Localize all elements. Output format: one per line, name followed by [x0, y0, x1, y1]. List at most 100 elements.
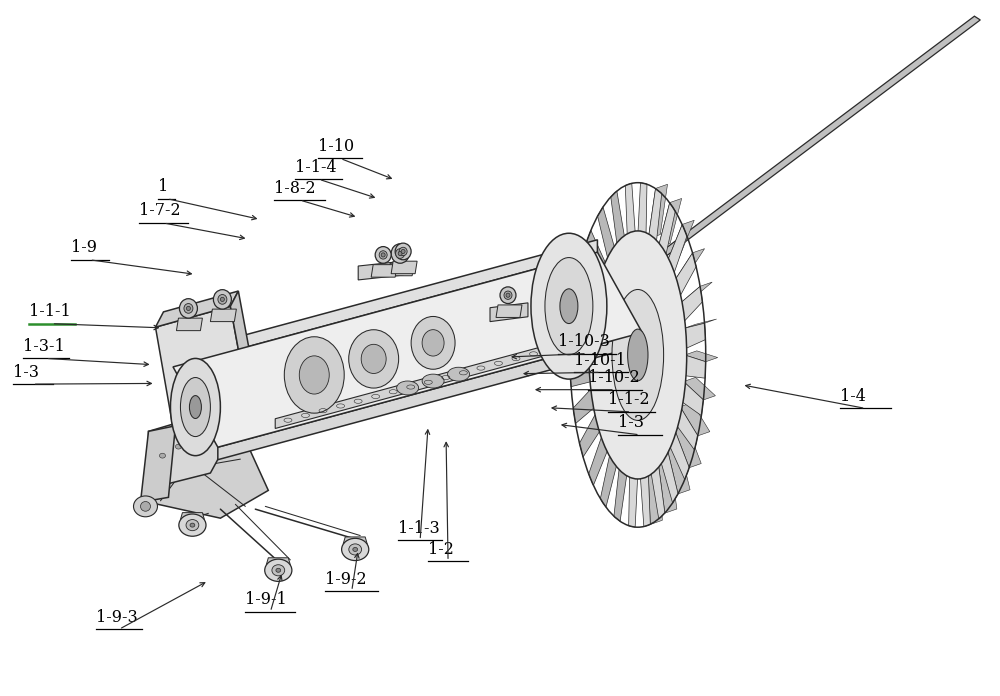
Text: 1-1-3: 1-1-3	[398, 520, 440, 537]
Polygon shape	[675, 253, 696, 298]
Ellipse shape	[397, 381, 419, 395]
Text: 1-9-1: 1-9-1	[245, 592, 287, 608]
Ellipse shape	[353, 548, 358, 551]
Polygon shape	[680, 402, 710, 436]
Text: 1-10-1: 1-10-1	[574, 352, 626, 369]
Ellipse shape	[398, 251, 402, 255]
Ellipse shape	[179, 299, 197, 318]
Ellipse shape	[531, 233, 607, 379]
Ellipse shape	[349, 330, 399, 388]
Polygon shape	[684, 377, 715, 400]
Text: 1-1-4: 1-1-4	[295, 159, 337, 175]
Polygon shape	[343, 537, 367, 544]
Text: 1-3-1: 1-3-1	[23, 338, 64, 355]
Polygon shape	[218, 333, 642, 459]
Ellipse shape	[422, 374, 444, 388]
Polygon shape	[573, 387, 595, 424]
Polygon shape	[684, 355, 706, 378]
Ellipse shape	[184, 303, 193, 313]
Ellipse shape	[175, 444, 181, 449]
Polygon shape	[648, 184, 668, 239]
Polygon shape	[680, 282, 712, 303]
Polygon shape	[371, 264, 397, 277]
Text: 1-9: 1-9	[71, 239, 97, 256]
Polygon shape	[141, 426, 175, 503]
Ellipse shape	[560, 289, 578, 324]
Text: 1: 1	[158, 178, 169, 195]
Polygon shape	[648, 189, 662, 245]
Ellipse shape	[265, 559, 292, 581]
Text: 1-9-3: 1-9-3	[96, 609, 137, 626]
Text: 1-9-2: 1-9-2	[325, 571, 367, 587]
Ellipse shape	[179, 514, 206, 536]
Polygon shape	[176, 318, 202, 331]
Ellipse shape	[186, 520, 199, 530]
Polygon shape	[266, 557, 290, 564]
Ellipse shape	[186, 306, 190, 310]
Polygon shape	[667, 444, 690, 494]
Polygon shape	[667, 220, 694, 262]
Ellipse shape	[399, 247, 407, 255]
Text: 1-1-2: 1-1-2	[608, 391, 649, 409]
Polygon shape	[680, 286, 702, 322]
Ellipse shape	[284, 337, 344, 413]
Text: 1-1-1: 1-1-1	[29, 303, 70, 320]
Polygon shape	[586, 230, 607, 280]
Ellipse shape	[381, 253, 385, 257]
Polygon shape	[640, 471, 650, 527]
Ellipse shape	[422, 330, 444, 356]
Polygon shape	[570, 332, 592, 355]
Ellipse shape	[396, 248, 405, 258]
Ellipse shape	[299, 356, 329, 394]
Polygon shape	[578, 260, 600, 303]
Polygon shape	[625, 183, 635, 239]
Ellipse shape	[134, 496, 157, 517]
Ellipse shape	[375, 246, 391, 263]
Ellipse shape	[192, 436, 198, 441]
Ellipse shape	[140, 502, 150, 512]
Text: 1-3: 1-3	[618, 414, 644, 432]
Polygon shape	[676, 406, 698, 450]
Polygon shape	[658, 458, 677, 513]
Polygon shape	[155, 291, 238, 327]
Polygon shape	[388, 263, 414, 276]
Polygon shape	[180, 513, 204, 520]
Polygon shape	[579, 412, 601, 457]
Polygon shape	[684, 323, 706, 349]
Ellipse shape	[589, 231, 687, 479]
Ellipse shape	[272, 564, 285, 576]
Ellipse shape	[411, 317, 455, 370]
Ellipse shape	[276, 568, 281, 572]
Ellipse shape	[349, 544, 362, 555]
Text: 1-10-3: 1-10-3	[558, 333, 610, 350]
Polygon shape	[681, 381, 703, 416]
Ellipse shape	[218, 294, 227, 304]
Ellipse shape	[545, 258, 593, 355]
Text: 1-2: 1-2	[428, 541, 454, 557]
Ellipse shape	[500, 287, 516, 303]
Polygon shape	[669, 429, 689, 480]
Ellipse shape	[189, 395, 201, 418]
Polygon shape	[148, 407, 268, 519]
Ellipse shape	[506, 293, 510, 297]
Ellipse shape	[401, 249, 405, 253]
Polygon shape	[496, 305, 522, 317]
Ellipse shape	[213, 290, 231, 309]
Ellipse shape	[612, 290, 664, 420]
Polygon shape	[210, 309, 236, 322]
Text: 1-3: 1-3	[13, 363, 39, 381]
Polygon shape	[173, 240, 597, 367]
Ellipse shape	[220, 297, 224, 301]
Polygon shape	[648, 467, 662, 525]
Polygon shape	[685, 351, 718, 362]
Polygon shape	[684, 319, 717, 329]
Polygon shape	[651, 462, 665, 519]
Polygon shape	[658, 198, 682, 248]
Polygon shape	[629, 473, 638, 528]
Ellipse shape	[504, 291, 512, 299]
Polygon shape	[391, 261, 417, 274]
Polygon shape	[358, 261, 403, 280]
Ellipse shape	[628, 329, 648, 381]
Ellipse shape	[448, 367, 470, 381]
Polygon shape	[675, 425, 701, 468]
